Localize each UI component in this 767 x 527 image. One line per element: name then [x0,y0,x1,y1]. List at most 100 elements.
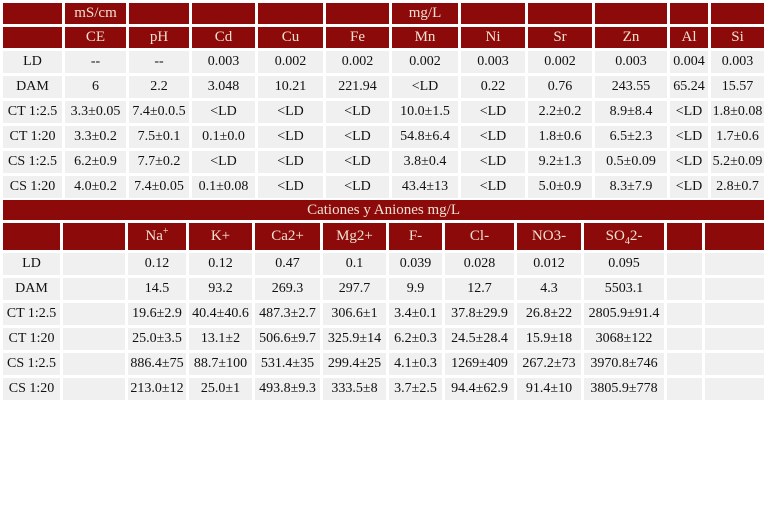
data-row: CS 1:2.5 886.4±75 88.7±100 531.4±35 299.4±25… [3,353,765,375]
value-cell: 3.3±0.05 [65,101,126,123]
value-cell [63,328,125,350]
unit-cell [461,3,525,24]
value-cell: 2.2±0.2 [528,101,592,123]
value-cell: 4.0±0.2 [65,176,126,198]
column-header: Ni [461,27,525,48]
value-cell: 3.4±0.1 [389,303,442,325]
column-header [705,223,765,250]
value-cell: 3805.9±778 [584,378,664,400]
data-row: DAM 14.5 93.2 269.3 297.7 9.9 12.7 4.3 5503.1 [3,278,765,300]
unit-cell: mg/L [392,3,458,24]
value-cell: <LD [258,176,323,198]
value-cell: <LD [326,101,389,123]
metals-table: mS/cm mg/L CE pH Cd Cu Fe Mn Ni Sr Zn Al Si LD -- -- 0.0… [0,0,767,201]
value-cell: 325.9±14 [323,328,386,350]
value-cell: 0.12 [128,253,186,275]
value-cell [705,328,765,350]
value-cell: 0.1±0.0 [192,126,255,148]
value-cell [63,303,125,325]
value-cell: 4.3 [517,278,581,300]
column-header: pH [129,27,189,48]
value-cell: 0.1±0.08 [192,176,255,198]
value-cell: 3.3±0.2 [65,126,126,148]
value-cell: -- [129,51,189,73]
value-cell: 0.095 [584,253,664,275]
header-text-text: NO3- [531,228,567,244]
unit-cell [192,3,255,24]
value-cell: <LD [670,176,708,198]
value-cell: 1.8±0.6 [528,126,592,148]
header-text-text: Ca2+ [271,228,304,244]
value-cell: 0.22 [461,76,525,98]
value-cell: 267.2±73 [517,353,581,375]
value-cell: <LD [670,151,708,173]
value-cell [63,253,125,275]
data-row: CS 1:20 4.0±0.2 7.4±0.05 0.1±0.08 <LD <LD 43.4… [3,176,764,198]
value-cell: <LD [461,176,525,198]
header-text-pre: Na [145,228,163,244]
value-cell [705,303,765,325]
unit-cell [595,3,667,24]
row-label: CT 1:2.5 [3,303,60,325]
value-cell: 7.7±0.2 [129,151,189,173]
value-cell: 297.7 [323,278,386,300]
value-cell: 886.4±75 [128,353,186,375]
header-text-sub: 4 [624,236,630,247]
value-cell: 0.47 [255,253,320,275]
value-cell: <LD [192,101,255,123]
data-row: CT 1:20 3.3±0.2 7.5±0.1 0.1±0.0 <LD <LD 54.8±6… [3,126,764,148]
value-cell: <LD [392,76,458,98]
value-cell [705,353,765,375]
value-cell: <LD [326,126,389,148]
value-cell: 7.5±0.1 [129,126,189,148]
unit-cell [711,3,764,24]
row-label: CS 1:20 [3,378,60,400]
value-cell: 333.5±8 [323,378,386,400]
value-cell: 3.8±0.4 [392,151,458,173]
value-cell: 19.6±2.9 [128,303,186,325]
unit-cell [528,3,592,24]
value-cell [63,278,125,300]
column-header-row: Na+ K+ Ca2+ Mg2+ F- Cl- NO3- SO42- [3,223,765,250]
data-row: LD 0.12 0.12 0.47 0.1 0.039 0.028 0.012 0.095 [3,253,765,275]
value-cell: 5.0±0.9 [528,176,592,198]
value-cell: 0.1 [323,253,386,275]
header-text-text: Mg2+ [336,228,373,244]
value-cell: 25.0±1 [189,378,252,400]
row-label: CS 1:20 [3,176,62,198]
value-cell: 0.003 [711,51,764,73]
value-cell: 14.5 [128,278,186,300]
column-header [667,223,702,250]
row-label: CS 1:2.5 [3,353,60,375]
value-cell [667,328,702,350]
value-cell: <LD [670,126,708,148]
value-cell: 4.1±0.3 [389,353,442,375]
value-cell: 487.3±2.7 [255,303,320,325]
value-cell: 0.002 [528,51,592,73]
column-header: K+ [189,223,252,250]
value-cell: 6.2±0.9 [65,151,126,173]
value-cell: <LD [258,101,323,123]
value-cell [705,253,765,275]
unit-cell [258,3,323,24]
value-cell: <LD [461,126,525,148]
column-header: Fe [326,27,389,48]
value-cell [667,378,702,400]
value-cell: 531.4±35 [255,353,320,375]
header-text-text: Cl- [469,228,490,244]
value-cell: 8.9±8.4 [595,101,667,123]
value-cell: <LD [461,151,525,173]
value-cell: 3068±122 [584,328,664,350]
value-cell: 5503.1 [584,278,664,300]
row-label: DAM [3,76,62,98]
column-header: Cd [192,27,255,48]
column-header [3,27,62,48]
value-cell: 0.5±0.09 [595,151,667,173]
value-cell: -- [65,51,126,73]
table-title: Cationes y Aniones mg/L [3,200,765,220]
value-cell: 13.1±2 [189,328,252,350]
value-cell [667,253,702,275]
value-cell [705,278,765,300]
unit-cell [129,3,189,24]
value-cell: <LD [461,101,525,123]
